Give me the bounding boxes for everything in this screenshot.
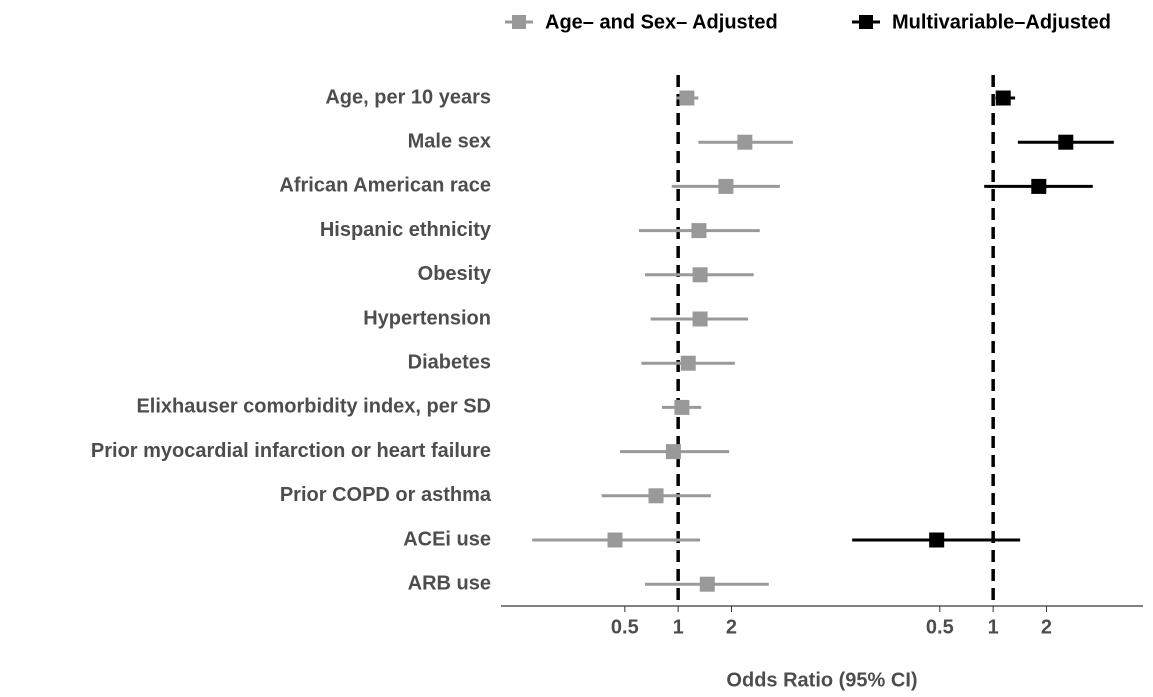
x-tick-label: 2: [1041, 616, 1052, 638]
x-tick-label: 1: [673, 616, 684, 638]
category-label: Diabetes: [408, 351, 491, 373]
legend-label: Multivariable–Adjusted: [892, 11, 1111, 33]
point-estimate: [718, 178, 734, 194]
point-estimate: [680, 355, 696, 371]
point-estimate: [679, 90, 695, 106]
x-axis-label: Odds Ratio (95% CI): [726, 669, 917, 691]
point-estimate: [1058, 134, 1074, 150]
point-estimate: [692, 311, 708, 327]
point-estimate: [607, 532, 623, 548]
category-label: Male sex: [408, 130, 491, 152]
category-label: Hypertension: [363, 307, 491, 329]
x-tick-label: 0.5: [926, 616, 954, 638]
x-tick-label: 1: [988, 616, 999, 638]
point-estimate: [648, 488, 664, 504]
point-estimate: [691, 223, 707, 239]
legend-marker: [859, 15, 873, 29]
legend-label: Age– and Sex– Adjusted: [545, 11, 778, 33]
point-estimate: [674, 399, 690, 415]
point-estimate: [737, 134, 753, 150]
x-tick-label: 2: [726, 616, 737, 638]
legend-marker: [512, 15, 526, 29]
point-estimate: [699, 576, 715, 592]
category-label: ACEi use: [403, 528, 491, 550]
point-estimate: [692, 267, 708, 283]
point-estimate: [1031, 178, 1047, 194]
category-label: Age, per 10 years: [325, 86, 491, 108]
category-label: Obesity: [418, 263, 492, 285]
point-estimate: [995, 90, 1011, 106]
category-label: Elixhauser comorbidity index, per SD: [136, 396, 491, 418]
point-estimate: [665, 444, 681, 460]
category-label: Prior myocardial infarction or heart fai…: [91, 440, 491, 462]
category-label: Prior COPD or asthma: [280, 484, 492, 506]
point-estimate: [929, 532, 945, 548]
category-label: Hispanic ethnicity: [320, 219, 492, 241]
category-label: ARB use: [408, 572, 491, 594]
category-label: African American race: [279, 175, 491, 197]
x-tick-label: 0.5: [611, 616, 639, 638]
